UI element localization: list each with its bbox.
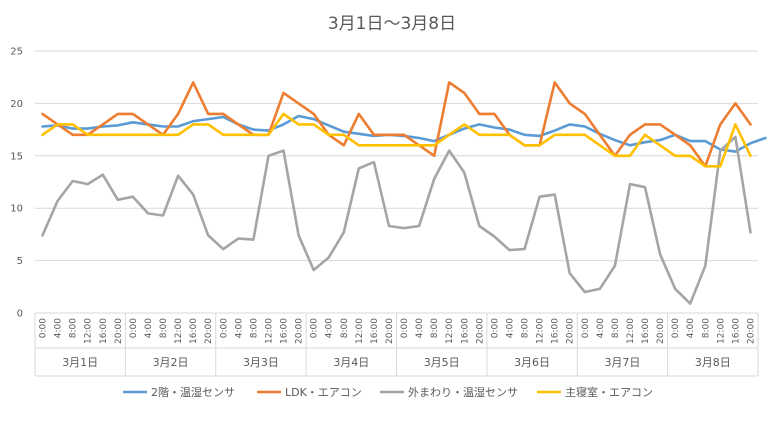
day-label: 3月3日 (243, 356, 279, 369)
chart-title: 3月1日〜3月8日 (328, 14, 456, 34)
x-tick-label: 12:00 (84, 318, 94, 344)
x-tick-label: 0:00 (581, 318, 591, 338)
y-tick-label: 10 (10, 204, 23, 215)
x-tick-label: 4:00 (325, 318, 335, 338)
x-tick-label: 0:00 (671, 318, 681, 338)
series-line (41, 81, 752, 168)
legend-label: 2階・温湿センサ (151, 385, 235, 399)
x-tick-label: 8:00 (340, 318, 350, 338)
x-tick-label: 12:00 (716, 318, 726, 344)
x-tick-label: 12:00 (445, 318, 455, 344)
legend: 2階・温湿センサ LDK・エアコン 外まわり・温湿センサ 主寝室・エアコン (123, 385, 653, 399)
x-tick-label: 16:00 (731, 318, 741, 344)
day-label: 3月8日 (695, 356, 731, 369)
x-tick-label: 12:00 (355, 318, 365, 344)
x-tick-label: 16:00 (551, 318, 561, 344)
x-tick-label: 4:00 (596, 318, 606, 338)
series-line (41, 135, 752, 305)
x-tick-label: 16:00 (460, 318, 470, 344)
y-tick-label: 20 (10, 99, 23, 110)
x-tick-label: 8:00 (430, 318, 440, 338)
x-tick-label: 4:00 (686, 318, 696, 338)
x-tick-label: 8:00 (69, 318, 79, 338)
x-tick-label: 16:00 (370, 318, 380, 344)
x-tick-label: 4:00 (54, 318, 64, 338)
x-tick-label: 20:00 (204, 318, 214, 344)
x-tick-label: 0:00 (39, 318, 49, 338)
x-tick-label: 8:00 (249, 318, 259, 338)
x-tick-label: 12:00 (626, 318, 636, 344)
x-tick-label: 8:00 (521, 318, 531, 338)
x-tick-label: 8:00 (159, 318, 169, 338)
x-tick-label: 12:00 (536, 318, 546, 344)
x-tick-label: 0:00 (129, 318, 139, 338)
x-tick-label: 16:00 (99, 318, 109, 344)
x-tick-label: 8:00 (701, 318, 711, 338)
day-label: 3月7日 (604, 356, 640, 369)
day-label: 3月2日 (153, 356, 189, 369)
x-tick-label: 0:00 (310, 318, 320, 338)
series-lines (41, 81, 767, 305)
x-tick-label: 20:00 (114, 318, 124, 344)
x-tick-label: 20:00 (746, 318, 756, 344)
x-tick-label: 16:00 (641, 318, 651, 344)
x-tick-label: 8:00 (611, 318, 621, 338)
x-tick-label: 4:00 (234, 318, 244, 338)
x-tick-label: 20:00 (295, 318, 305, 344)
x-tick-label: 20:00 (385, 318, 395, 344)
day-label: 3月5日 (424, 356, 460, 369)
x-tick-label: 4:00 (415, 318, 425, 338)
y-tick-label: 0 (17, 309, 23, 320)
x-tick-label: 20:00 (475, 318, 485, 344)
x-tick-label: 12:00 (174, 318, 184, 344)
y-tick-label: 15 (10, 151, 23, 162)
legend-label: LDK・エアコン (285, 386, 362, 399)
x-tick-label: 16:00 (280, 318, 290, 344)
legend-label: 主寝室・エアコン (565, 385, 653, 399)
x-tick-label: 0:00 (400, 318, 410, 338)
x-tick-label: 20:00 (566, 318, 576, 344)
x-tick-label: 12:00 (264, 318, 274, 344)
day-label: 3月1日 (62, 356, 98, 369)
x-tick-label: 4:00 (505, 318, 515, 338)
x-tick-label: 0:00 (219, 318, 229, 338)
x-tick-label: 20:00 (656, 318, 666, 344)
y-axis-ticks: 0 5 10 15 20 25 (10, 47, 23, 320)
y-tick-label: 5 (17, 256, 23, 267)
day-label: 3月6日 (514, 356, 550, 369)
x-tick-label: 0:00 (490, 318, 500, 338)
gridlines (35, 50, 758, 314)
x-tick-label: 4:00 (144, 318, 154, 338)
y-tick-label: 25 (10, 47, 23, 58)
x-tick-label: 16:00 (189, 318, 199, 344)
series-line (41, 112, 752, 168)
x-axis: 0:00 4:00 8:00 12:00 16:00 20:00 3月1日 0:00 4:00 8… (34, 313, 759, 377)
legend-label: 外まわり・温湿センサ (408, 386, 518, 399)
day-label: 3月4日 (333, 356, 369, 369)
